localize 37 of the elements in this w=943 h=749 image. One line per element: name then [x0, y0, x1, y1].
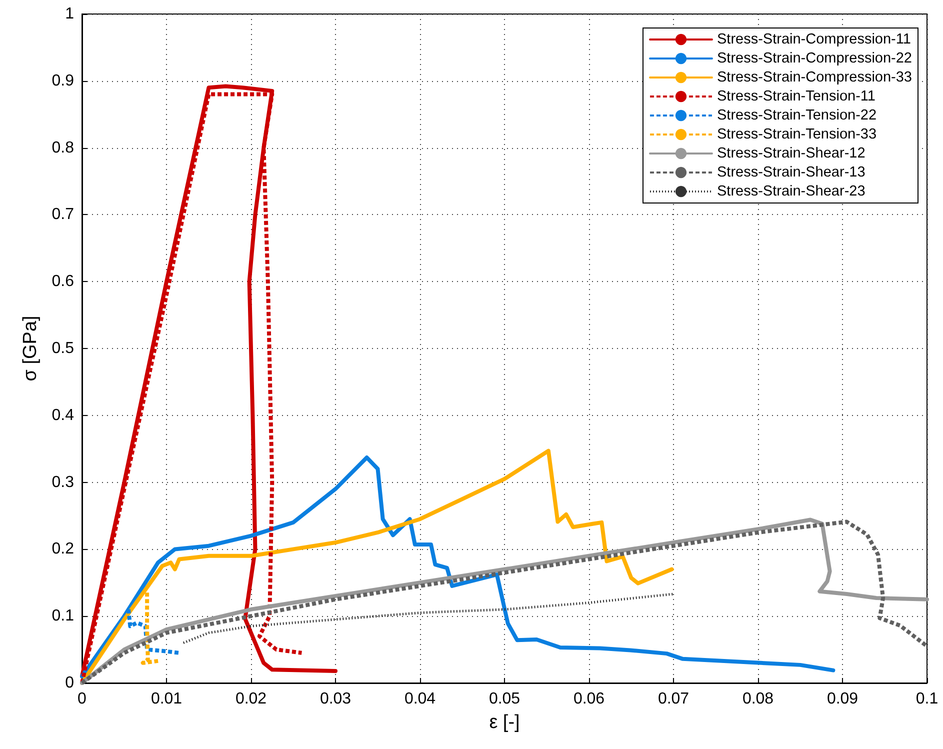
line-series: [126, 607, 182, 655]
y-tick-label: 0.7: [52, 206, 74, 224]
legend-label: Stress-Strain-Tension-22: [716, 108, 877, 124]
legend-label: Stress-Strain-Compression-33: [716, 70, 912, 86]
x-tick-label: 0.03: [320, 690, 352, 708]
x-tick-label: 0.06: [573, 690, 605, 708]
y-tick-label: 0.6: [52, 273, 74, 290]
line-series: [80, 456, 836, 678]
line-series: [182, 592, 675, 644]
x-tick-label: 0.05: [488, 690, 520, 708]
x-axis-title: ε [-]: [489, 712, 520, 733]
y-tick-label: 0.3: [52, 474, 74, 491]
line-series: [140, 590, 160, 665]
x-tick-label: 0: [78, 690, 87, 708]
x-tick-label: 0.04: [404, 690, 436, 708]
y-tick-label: 1: [65, 6, 74, 22]
x-tick-label: 0.09: [826, 690, 858, 708]
x-tick-label: 0.02: [235, 690, 267, 708]
x-tick-label: 0.08: [742, 690, 774, 708]
y-axis-title: σ [GPa]: [20, 316, 41, 382]
legend-label: Stress-Strain-Tension-33: [716, 126, 877, 142]
x-tick-label: 0.1: [916, 690, 938, 708]
legend-label: Stress-Strain-Compression-11: [716, 32, 911, 48]
x-tick-label: 0.01: [150, 690, 182, 708]
legend-label: Stress-Strain-Shear-23: [716, 184, 866, 200]
y-tick-label: 0: [65, 674, 74, 692]
y-tick-label: 0.4: [52, 406, 74, 424]
x-tick-label: 0.07: [658, 690, 690, 708]
legend-label: Stress-Strain-Shear-12: [716, 146, 866, 162]
legend-label: Stress-Strain-Compression-22: [716, 50, 912, 66]
y-tick-label: 0.8: [52, 139, 74, 156]
y-tick-label: 0.9: [52, 72, 74, 90]
y-tick-label: 0.2: [52, 540, 74, 558]
legend-label: Stress-Strain-Tension-11: [716, 88, 876, 104]
y-tick-label: 0.5: [52, 340, 74, 357]
legend-label: Stress-Strain-Shear-13: [716, 164, 866, 180]
y-tick-label: 0.1: [52, 608, 74, 625]
